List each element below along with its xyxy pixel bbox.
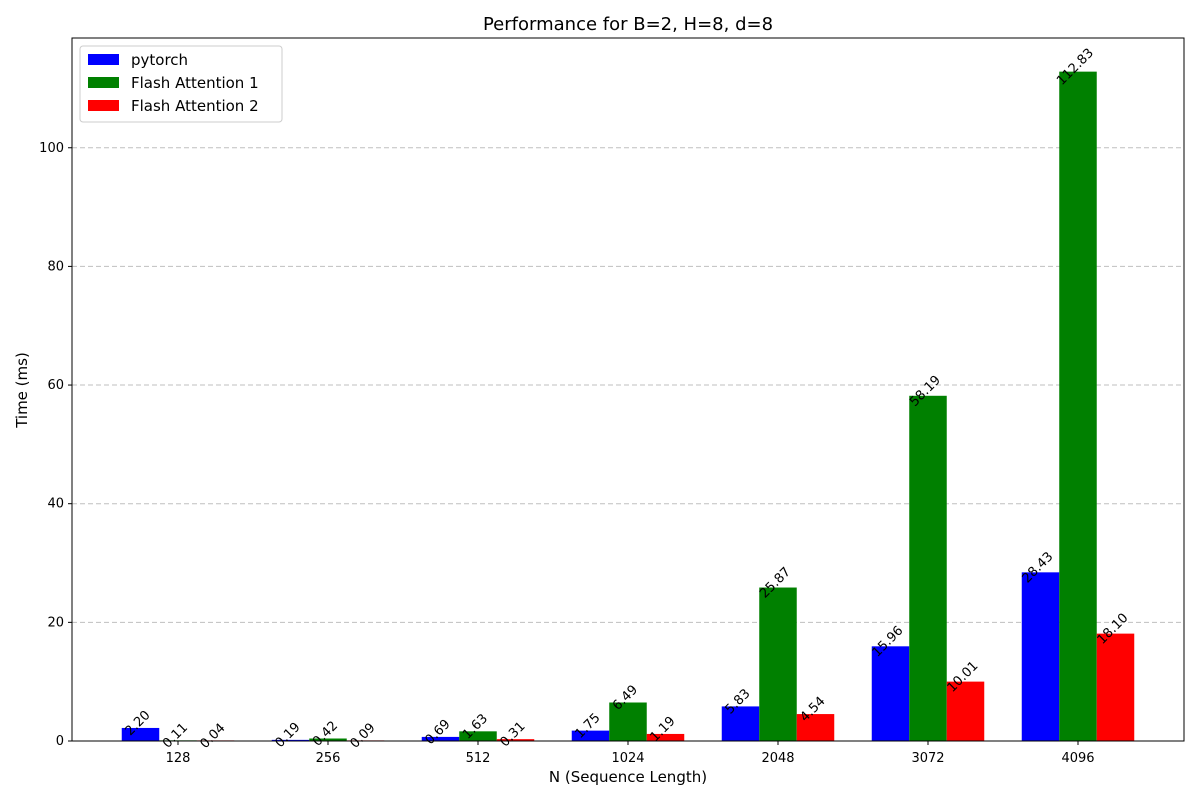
x-tick-label: 256 [316, 751, 341, 766]
bar [496, 739, 535, 741]
bar [646, 733, 685, 741]
y-tick-label: 40 [47, 497, 64, 512]
bar [796, 714, 835, 741]
bar [459, 731, 497, 741]
legend-label: pytorch [131, 51, 188, 69]
y-tick-label: 100 [39, 141, 64, 156]
y-axis: 0 20 40 60 80 100 [39, 141, 72, 749]
bar [421, 736, 460, 741]
bar-value-label: 0.31 [497, 719, 528, 750]
x-tick-label: 1024 [611, 751, 644, 766]
y-tick-label: 80 [47, 259, 64, 274]
bar [909, 395, 947, 741]
legend-swatch [88, 100, 119, 111]
bars-layer [121, 71, 1135, 742]
x-tick-label: 2048 [761, 751, 794, 766]
x-tick-label: 128 [166, 751, 191, 766]
chart-title: Performance for B=2, H=8, d=8 [483, 14, 773, 35]
x-axis: 128 256 512 1024 2048 3072 4096 [166, 741, 1095, 766]
bar-value-label: 0.04 [197, 721, 228, 752]
y-tick-label: 20 [47, 615, 64, 630]
bar [1096, 633, 1135, 741]
grid-layer [72, 147, 1184, 623]
bar [759, 587, 797, 741]
legend-swatch [88, 54, 119, 65]
legend-label: Flash Attention 2 [131, 97, 259, 115]
x-tick-label: 512 [466, 751, 491, 766]
bar-value-label: 0.11 [160, 720, 191, 751]
legend-box [79, 45, 283, 123]
bar [1059, 71, 1097, 742]
legend-swatch [88, 77, 119, 88]
bar [309, 738, 347, 741]
x-axis-label: N (Sequence Length) [549, 768, 707, 786]
bar [721, 706, 760, 741]
bar [1021, 572, 1060, 741]
bar [571, 730, 610, 741]
x-tick-label: 3072 [911, 751, 944, 766]
bar-value-label: 0.69 [422, 717, 453, 748]
y-tick-label: 60 [47, 378, 64, 393]
bar [121, 727, 160, 741]
y-axis-label: Time (ms) [13, 352, 31, 429]
plot-frame [71, 37, 1185, 742]
bar-value-label: 0.42 [310, 718, 341, 749]
bar [946, 681, 985, 741]
bar-value-label: 0.19 [272, 720, 303, 751]
y-tick-label: 0 [56, 734, 64, 749]
legend-label: Flash Attention 1 [131, 74, 259, 92]
legend: pytorch Flash Attention 1 Flash Attention … [79, 45, 283, 123]
x-tick-label: 4096 [1061, 751, 1094, 766]
bar [871, 646, 910, 741]
bar-value-label: 0.09 [347, 720, 378, 751]
bar [609, 702, 647, 741]
bar [271, 739, 310, 741]
